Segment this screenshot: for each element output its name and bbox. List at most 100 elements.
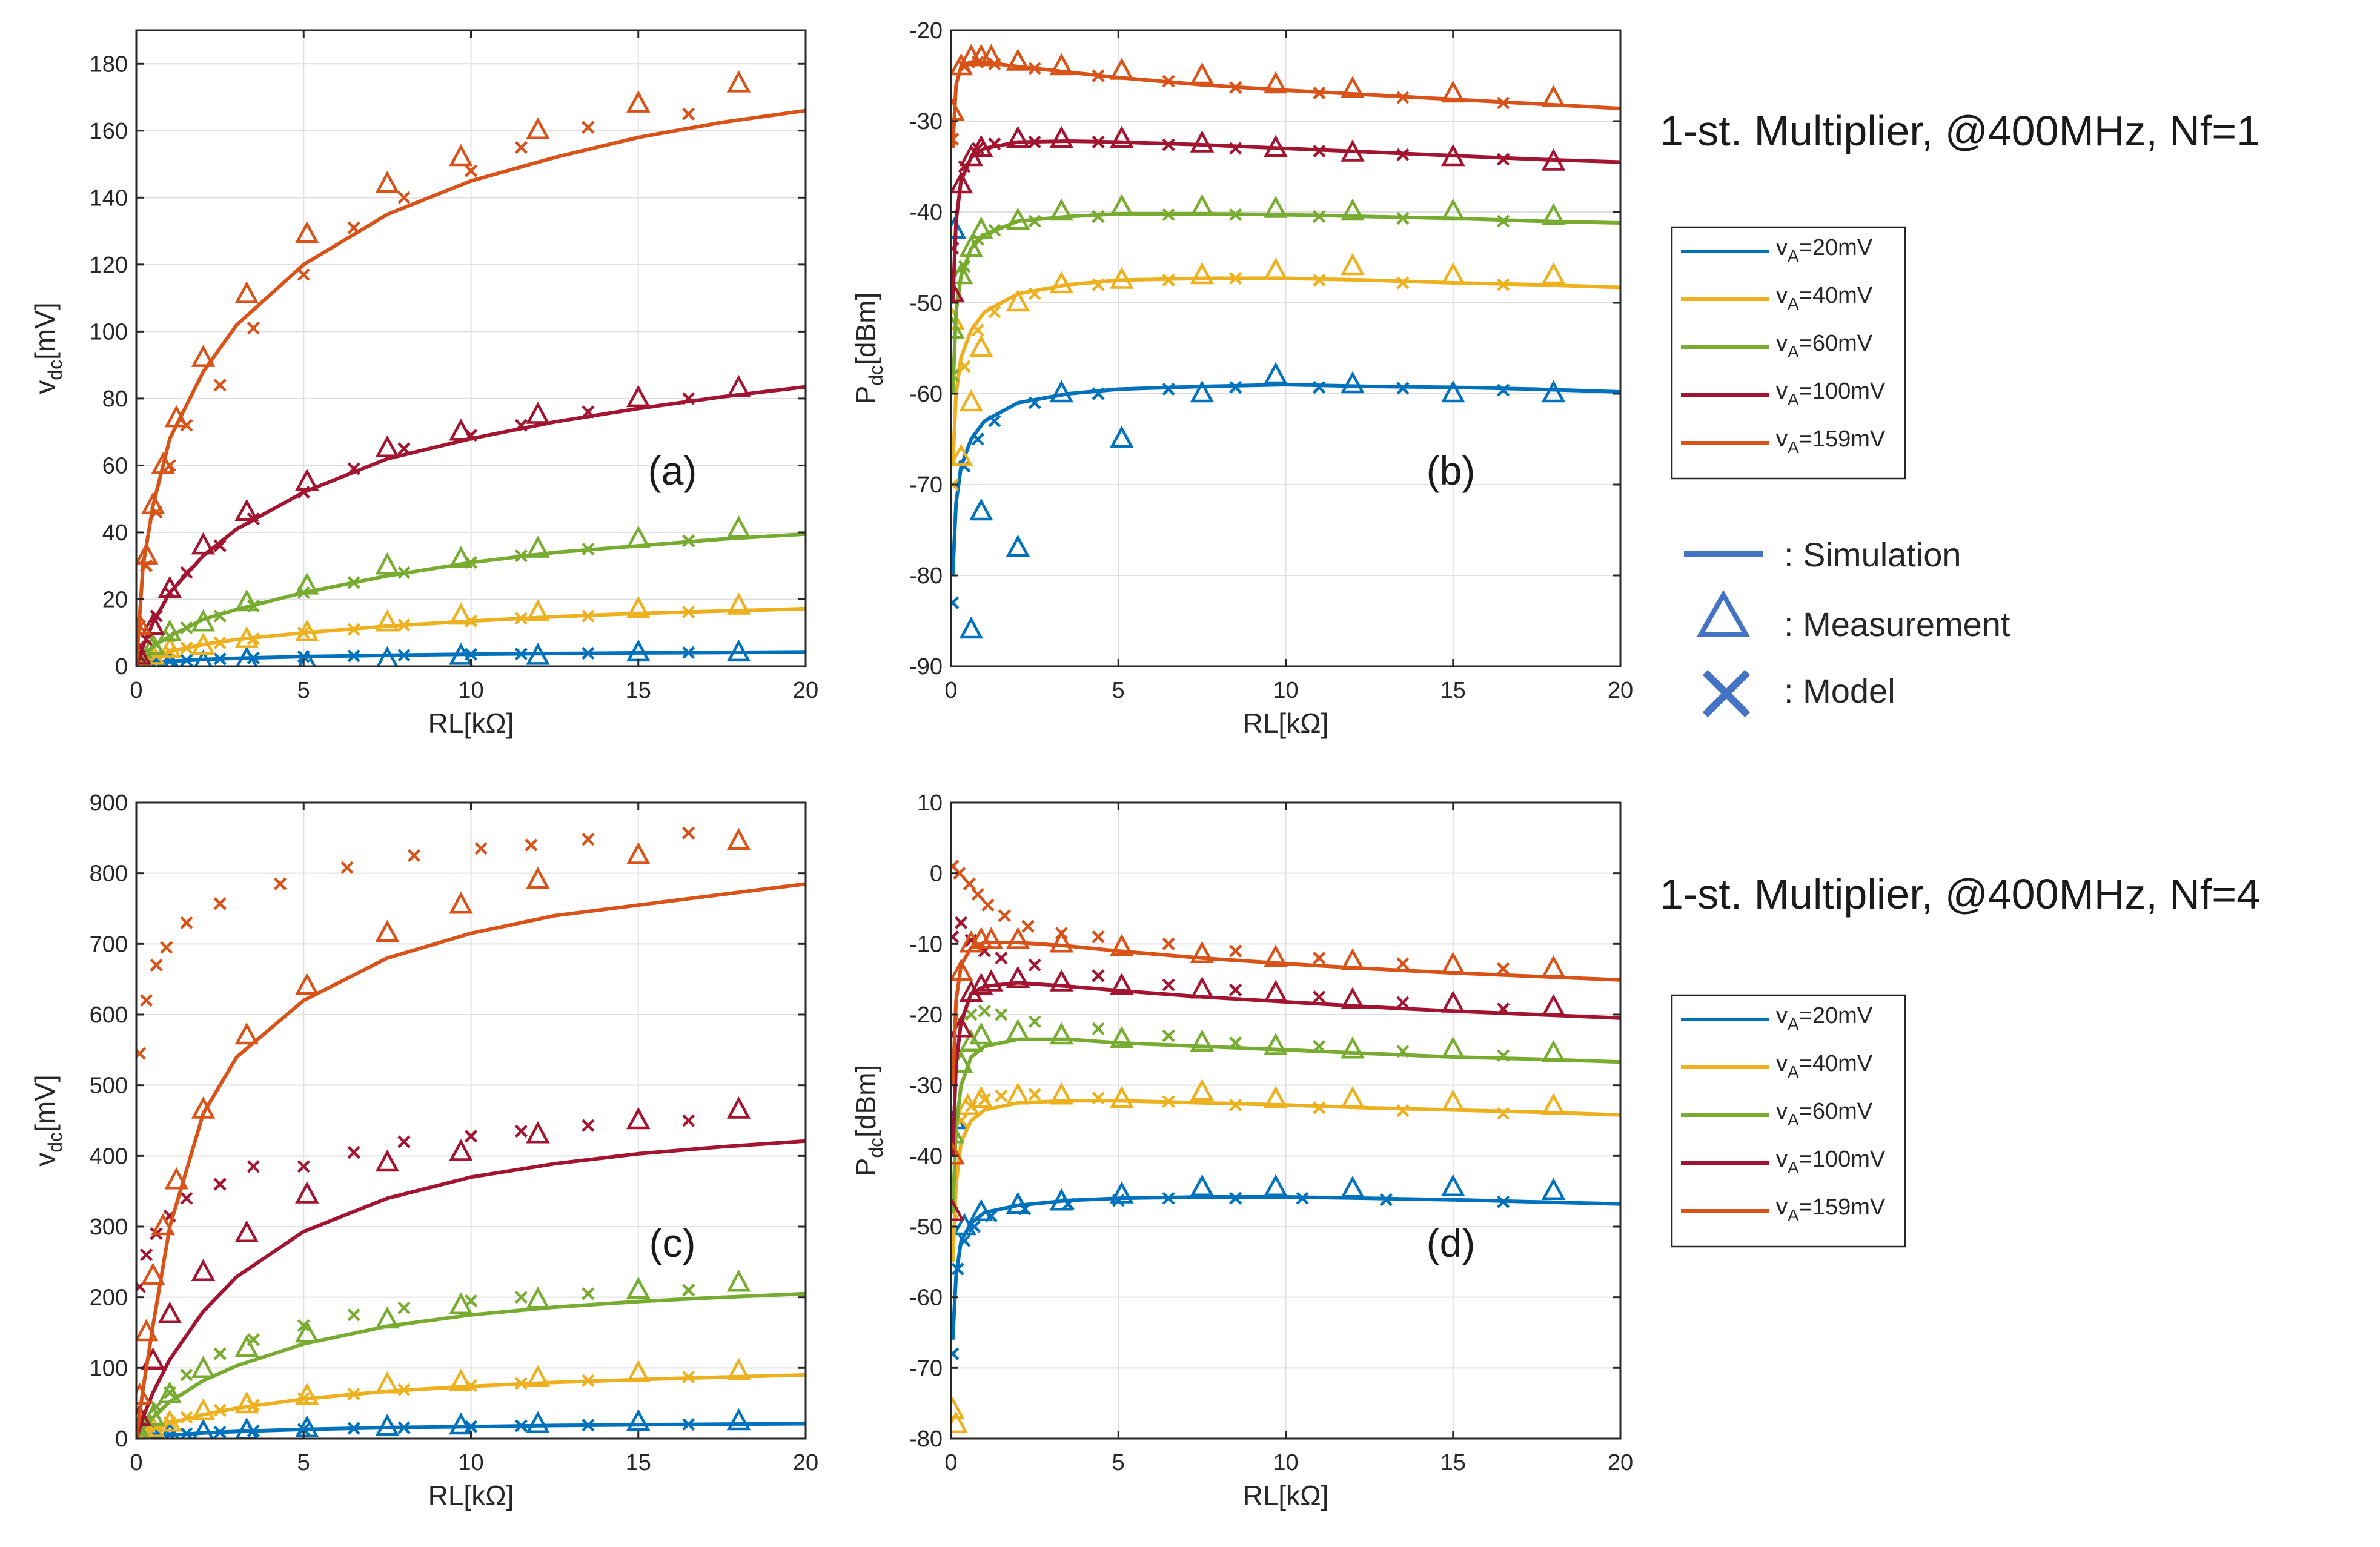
- measurement-point: [1190, 130, 1215, 153]
- model-point: [582, 542, 595, 556]
- measurement-point: [1264, 944, 1288, 967]
- model-point: [958, 1234, 971, 1247]
- model-point: [397, 191, 411, 204]
- y-tick-label: -40: [909, 1144, 943, 1169]
- model-point: [397, 566, 411, 579]
- model-point: [397, 1135, 411, 1148]
- legend-label-symbol: v: [1776, 1147, 1788, 1172]
- measurement-point: [526, 402, 550, 424]
- measurement-point: [1006, 1191, 1030, 1214]
- measurement-point: [1049, 53, 1074, 76]
- model-point-stroke: [1028, 958, 1041, 972]
- model-point: [682, 605, 695, 619]
- model-point: [297, 1423, 310, 1436]
- model-point-stroke: [297, 1319, 310, 1332]
- legend-label-value: =60mV: [1799, 1099, 1873, 1124]
- model-point: [1028, 287, 1041, 300]
- model-point: [160, 941, 173, 954]
- model-point: [464, 556, 478, 569]
- model-point: [397, 618, 411, 632]
- model-point: [247, 632, 260, 646]
- model-point: [150, 958, 163, 972]
- measurement-point: [157, 1381, 182, 1403]
- model-point-stroke: [163, 629, 176, 643]
- model-point-stroke: [1379, 1193, 1393, 1207]
- model-point: [971, 432, 984, 446]
- measurement-point: [1190, 194, 1215, 216]
- model-point: [347, 649, 360, 663]
- y-tick-label: 60: [102, 453, 128, 479]
- measurement-point: [449, 1412, 473, 1435]
- model-point: [1028, 1015, 1041, 1029]
- model-point-stroke: [347, 1387, 360, 1401]
- series-vA=100mV: [136, 374, 806, 666]
- model-point: [984, 1209, 998, 1223]
- model-point-stroke: [951, 1262, 964, 1276]
- model-point-stroke: [1028, 396, 1041, 409]
- model-point-stroke: [1162, 273, 1175, 287]
- measurement-point: [1049, 380, 1074, 403]
- measurement-point: [526, 866, 550, 889]
- model-point-stroke: [1229, 1036, 1242, 1050]
- legend-label-value: =20mV: [1799, 1003, 1873, 1029]
- legend-entry: vA=159mV: [1681, 1194, 1886, 1225]
- measurement-point: [626, 842, 651, 864]
- model-point: [682, 1418, 695, 1431]
- model-point-stroke: [971, 888, 984, 901]
- model-point-stroke: [988, 137, 1001, 151]
- model-point-stroke: [139, 994, 153, 1007]
- model-point-stroke: [180, 1368, 193, 1382]
- model-point: [347, 221, 360, 234]
- model-point-stroke: [582, 405, 595, 419]
- model-point-stroke: [971, 432, 984, 446]
- measurement-point: [1190, 1078, 1215, 1101]
- series-vA=60mV: [136, 515, 806, 666]
- model-point-stroke: [978, 1093, 991, 1106]
- measurement-point: [1006, 1018, 1030, 1041]
- measurement-point: [1049, 271, 1074, 294]
- model-point: [163, 644, 176, 658]
- model-point-stroke: [1092, 69, 1105, 82]
- model-point: [582, 646, 595, 660]
- model-point-stroke: [213, 1425, 227, 1439]
- legend-label-subscript: A: [1788, 1206, 1799, 1225]
- model-point: [1396, 148, 1410, 162]
- y-axis-label: vdc[mV]: [29, 1075, 66, 1166]
- model-point-stroke: [1021, 919, 1035, 933]
- measurement-point: [951, 98, 965, 121]
- model-point: [514, 612, 528, 625]
- model-point-stroke: [1229, 380, 1242, 394]
- x-tick-label: 20: [1608, 1450, 1633, 1476]
- model-point-stroke: [995, 1089, 1008, 1102]
- measurement-point: [1264, 196, 1288, 218]
- model-point: [1497, 383, 1510, 397]
- x-tick-label: 15: [626, 678, 651, 703]
- measurement-point: [726, 70, 751, 93]
- model-point-stroke: [964, 933, 978, 947]
- model-point: [297, 586, 310, 600]
- model-point-stroke: [464, 1294, 478, 1308]
- measurement-point: [726, 827, 751, 850]
- y-tick-label: -80: [909, 563, 943, 589]
- model-point: [514, 1291, 528, 1304]
- model-point-stroke: [163, 586, 176, 600]
- y-axis-label-main: P: [850, 1158, 881, 1177]
- measurement-point: [136, 1419, 150, 1439]
- y-tick-label: 500: [90, 1073, 128, 1099]
- legend-entry: vA=60mV: [1681, 331, 1873, 361]
- model-point-stroke: [958, 1234, 971, 1247]
- model-point: [464, 1130, 478, 1143]
- measurement-point: [626, 1276, 651, 1299]
- series-vA=100mV: [951, 916, 1620, 1221]
- model-point: [525, 838, 538, 852]
- model-point-stroke: [1162, 1029, 1175, 1042]
- legend-label-symbol: v: [1776, 1099, 1788, 1124]
- measurement-point: [1049, 125, 1074, 148]
- model-point-stroke: [964, 1008, 978, 1021]
- model-point-stroke: [682, 1114, 695, 1127]
- legend-label-symbol: v: [1776, 283, 1788, 308]
- model-point-stroke: [525, 838, 538, 852]
- model-point: [951, 930, 960, 944]
- measurement-point: [375, 170, 400, 193]
- model-point-stroke: [297, 650, 310, 663]
